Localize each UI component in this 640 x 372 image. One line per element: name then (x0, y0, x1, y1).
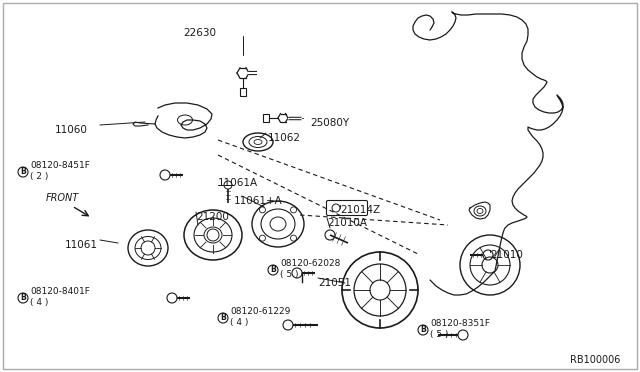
Text: 22630: 22630 (184, 28, 216, 38)
Text: 21010A: 21010A (327, 218, 367, 228)
Text: 11060: 11060 (55, 125, 88, 135)
Text: 08120-62028
( 5 ): 08120-62028 ( 5 ) (280, 259, 340, 279)
Text: 08120-8451F
( 2 ): 08120-8451F ( 2 ) (30, 161, 90, 181)
Text: 08120-8351F
( 5 ): 08120-8351F ( 5 ) (430, 319, 490, 339)
Text: 11061+A: 11061+A (234, 196, 283, 206)
Text: 21010: 21010 (490, 250, 523, 260)
Text: 11061A: 11061A (218, 178, 258, 188)
Text: 08120-61229
( 4 ): 08120-61229 ( 4 ) (230, 307, 291, 327)
Text: B: B (220, 314, 226, 323)
Text: B: B (270, 266, 276, 275)
Text: 08120-8401F
( 4 ): 08120-8401F ( 4 ) (30, 287, 90, 307)
Text: 11061: 11061 (65, 240, 98, 250)
Text: 25080Y: 25080Y (310, 118, 349, 128)
Text: B: B (20, 167, 26, 176)
Text: RB100006: RB100006 (570, 355, 620, 365)
Bar (263, 114, 269, 122)
Text: 21014Z: 21014Z (340, 205, 380, 215)
Text: 21051: 21051 (318, 278, 351, 288)
Text: B: B (420, 326, 426, 334)
Text: FRONT: FRONT (45, 193, 79, 203)
Text: B: B (20, 294, 26, 302)
Text: 11062: 11062 (268, 133, 301, 143)
Bar (240, 88, 246, 96)
Text: 21200: 21200 (196, 212, 229, 222)
